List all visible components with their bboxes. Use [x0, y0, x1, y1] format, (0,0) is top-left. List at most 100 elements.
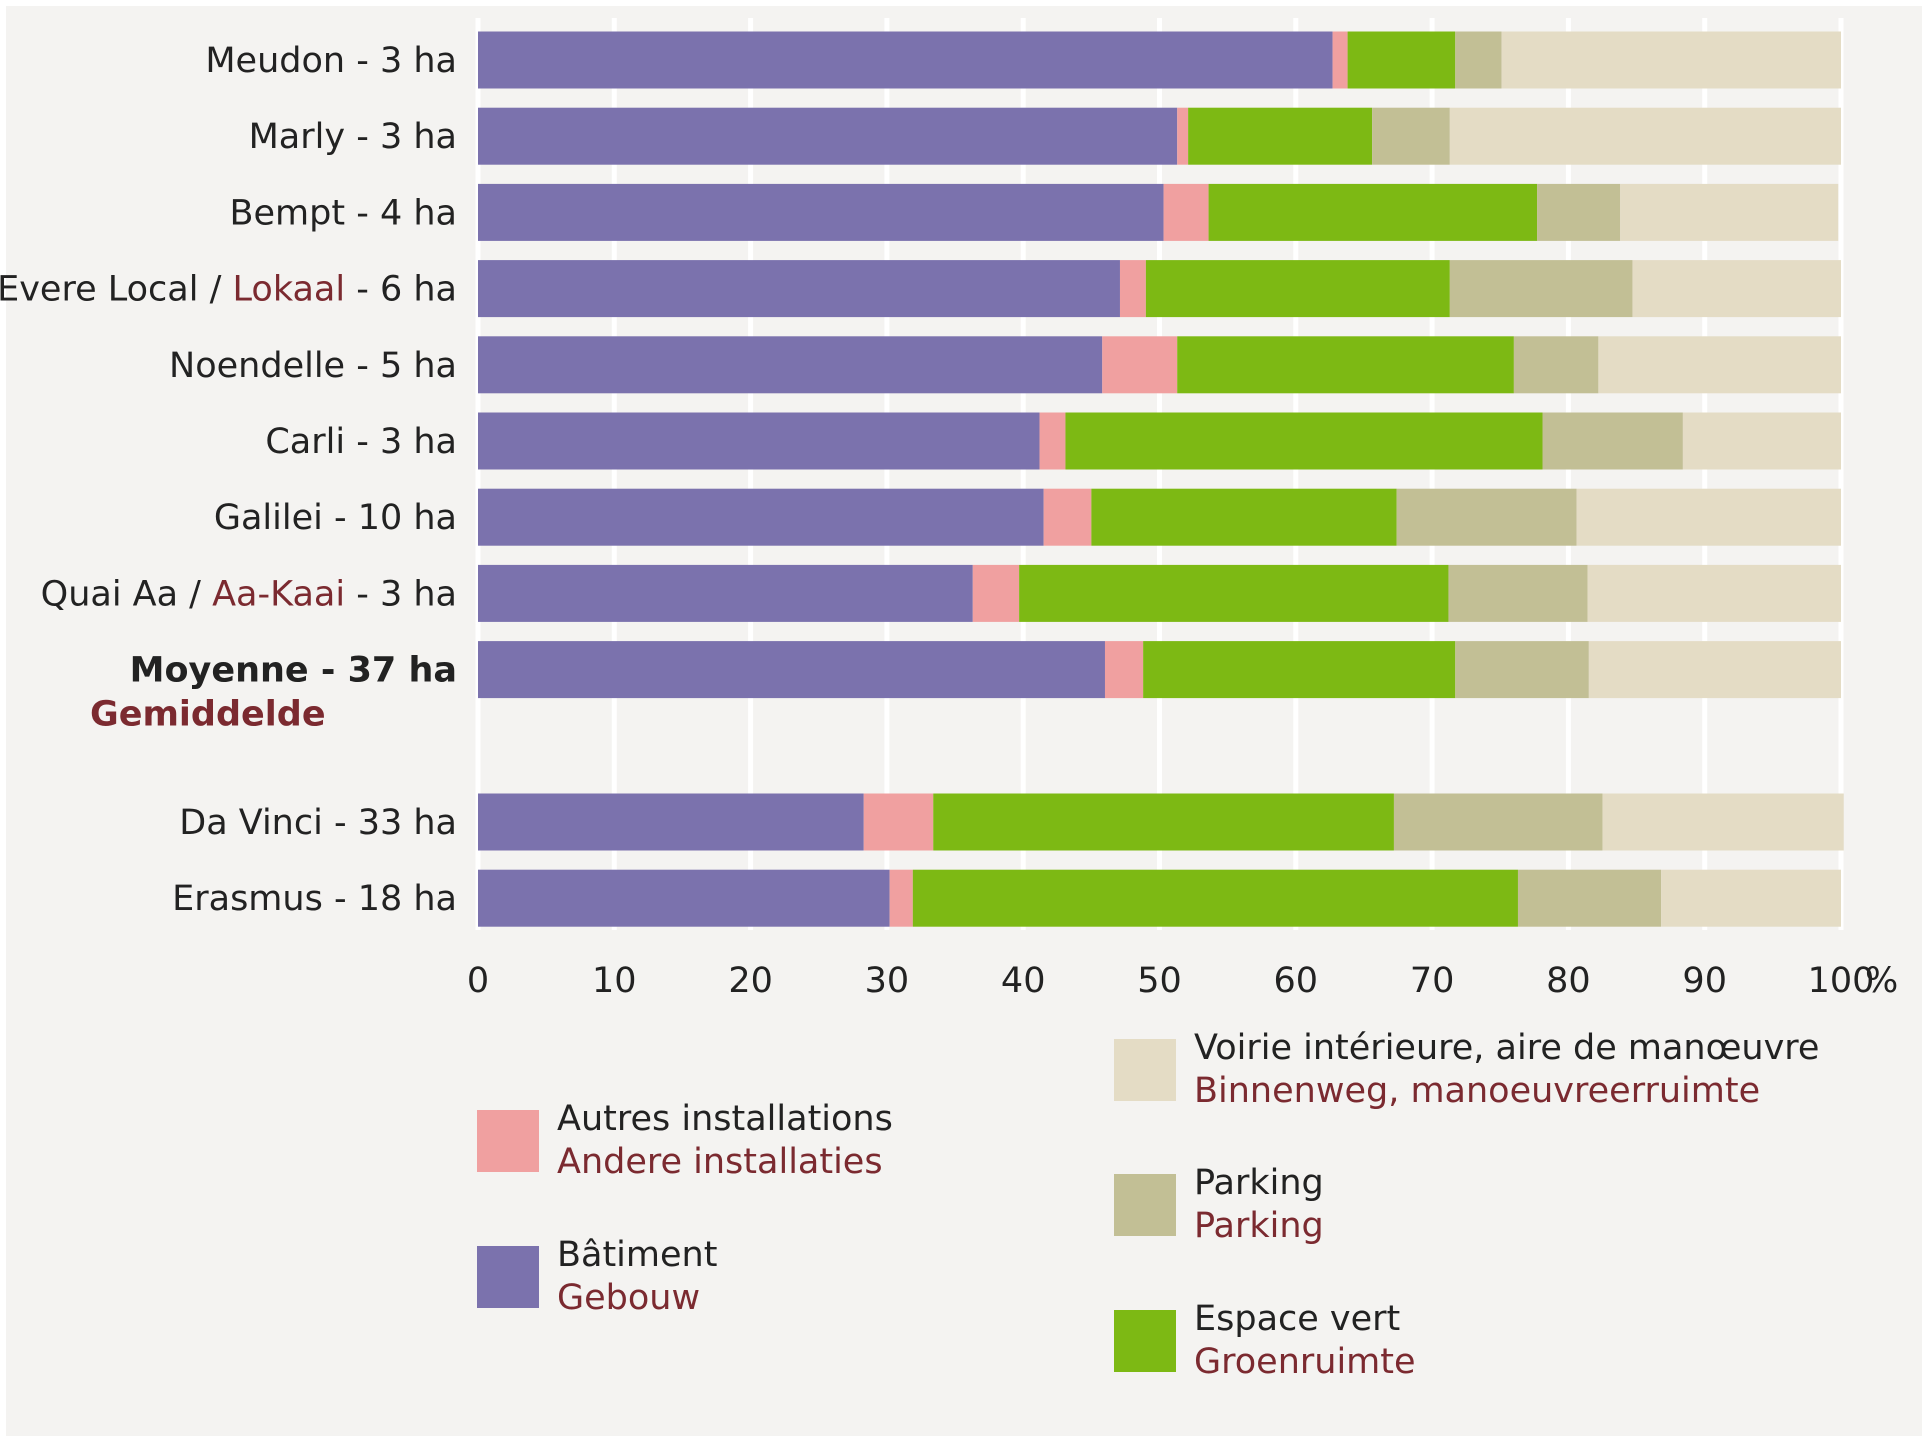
category-label: Noendelle - 5 ha: [169, 346, 457, 386]
bar-segment: [1396, 488, 1577, 546]
bar-segment: [1449, 260, 1633, 318]
category-label-part: Da Vinci - 33 ha: [179, 803, 457, 843]
legend-label-nl: Parking: [1194, 1206, 1324, 1246]
bar-segment: [1448, 564, 1588, 622]
bar-segment: [478, 869, 890, 927]
bar-segment: [1620, 183, 1839, 241]
bar-segment: [1513, 336, 1599, 394]
bar-segment: [1576, 488, 1841, 546]
bar-segment: [478, 260, 1120, 318]
category-label-part: Aa-Kaai: [212, 574, 345, 614]
bar-segment: [1119, 260, 1146, 318]
legend-label: Bâtiment: [557, 1235, 717, 1275]
category-label: Da Vinci - 33 ha: [179, 803, 457, 843]
bar-segment: [1019, 564, 1449, 622]
bar-segment: [1455, 31, 1502, 89]
category-label-part: Noendelle - 5 ha: [169, 346, 457, 386]
category-label-part: Evere Local /: [0, 270, 233, 310]
category-label: Galilei - 10 ha: [214, 498, 457, 538]
category-label: Meudon - 3 ha: [205, 41, 457, 81]
bar-segment: [478, 412, 1040, 470]
bar-segment: [478, 107, 1178, 165]
x-tick-label: 100: [1808, 961, 1875, 1001]
category-label-part: Bempt - 4 ha: [230, 193, 457, 233]
legend-label: Voirie intérieure, aire de manœuvre: [1194, 1028, 1819, 1068]
bar-segment: [1632, 260, 1841, 318]
category-label-part: - 6 ha: [345, 270, 457, 310]
x-tick-label: 80: [1546, 961, 1591, 1001]
bar-segment: [1661, 869, 1841, 927]
bar-segment: [889, 869, 913, 927]
legend-label: Autres installations: [557, 1099, 893, 1139]
category-label: Bempt - 4 ha: [230, 193, 457, 233]
bar-segment: [1332, 31, 1348, 89]
category-label-part: Quai Aa /: [41, 574, 212, 614]
category-label-part: Marly - 3 ha: [249, 117, 457, 157]
x-tick-label: 60: [1274, 961, 1319, 1001]
bar-segment: [1177, 336, 1514, 394]
bar-segment: [478, 793, 864, 851]
category-label: Evere Local / Lokaal - 6 ha: [0, 270, 457, 310]
category-label-part: - 3 ha: [345, 574, 457, 614]
bar-segment: [478, 31, 1333, 89]
bar-segment: [1039, 412, 1066, 470]
bar-segment: [863, 793, 934, 851]
legend-swatch: [1114, 1310, 1176, 1372]
bar-segment: [1393, 793, 1603, 851]
legend-label-nl: Andere installaties: [557, 1142, 883, 1182]
bar-segment: [1102, 336, 1178, 394]
bar-segment: [1598, 336, 1841, 394]
bar-segment: [1145, 260, 1450, 318]
bar-segment: [1065, 412, 1543, 470]
bar-segment: [1104, 641, 1144, 699]
bar-segment: [1188, 107, 1373, 165]
bar-segment: [1177, 107, 1189, 165]
bar-segment: [478, 641, 1105, 699]
legend-swatch: [477, 1110, 539, 1172]
category-label-part: Carli - 3 ha: [265, 422, 457, 462]
legend-label: Parking: [1194, 1163, 1324, 1203]
x-tick-label: 40: [1001, 961, 1046, 1001]
bar-segment: [1602, 793, 1844, 851]
bar-segment: [933, 793, 1394, 851]
bar-segment: [1517, 869, 1662, 927]
bar-segment: [1043, 488, 1092, 546]
bar-segment: [1588, 641, 1841, 699]
bar-segment: [478, 488, 1044, 546]
legend-swatch: [1114, 1039, 1176, 1101]
bar-segment: [972, 564, 1020, 622]
bar-segment: [1143, 641, 1456, 699]
bar-segment: [1682, 412, 1841, 470]
bar-segment: [1372, 107, 1450, 165]
bar-segment: [1208, 183, 1538, 241]
legend-label-nl: Groenruimte: [1194, 1342, 1416, 1382]
legend-label-nl: Binnenweg, manoeuvreerruimte: [1194, 1071, 1760, 1111]
x-tick-label: 70: [1410, 961, 1455, 1001]
legend-swatch: [1114, 1174, 1176, 1236]
background: [6, 6, 1922, 1436]
x-tick-label: 10: [592, 961, 637, 1001]
bar-segment: [1449, 107, 1841, 165]
bar-segment: [1542, 412, 1683, 470]
legend-swatch: [477, 1246, 539, 1308]
category-label: Gemiddelde: [90, 695, 326, 735]
bar-segment: [478, 564, 973, 622]
legend-label: Espace vert: [1194, 1299, 1400, 1339]
category-label: Carli - 3 ha: [265, 422, 457, 462]
x-tick-label: 50: [1137, 961, 1182, 1001]
bar-segment: [1163, 183, 1209, 241]
legend-label-nl: Gebouw: [557, 1278, 700, 1318]
category-label: Marly - 3 ha: [249, 117, 457, 157]
bar-segment: [478, 183, 1164, 241]
bar-segment: [478, 336, 1103, 394]
bar-segment: [1091, 488, 1397, 546]
category-label-part: Lokaal: [233, 270, 346, 310]
x-tick-label: 30: [865, 961, 910, 1001]
category-label: Erasmus - 18 ha: [172, 879, 457, 919]
x-tick-label: 20: [728, 961, 773, 1001]
bar-segment: [1347, 31, 1456, 89]
category-label-part: Meudon - 3 ha: [205, 41, 457, 81]
category-label: Quai Aa / Aa-Kaai - 3 ha: [41, 574, 457, 614]
bar-segment: [912, 869, 1518, 927]
